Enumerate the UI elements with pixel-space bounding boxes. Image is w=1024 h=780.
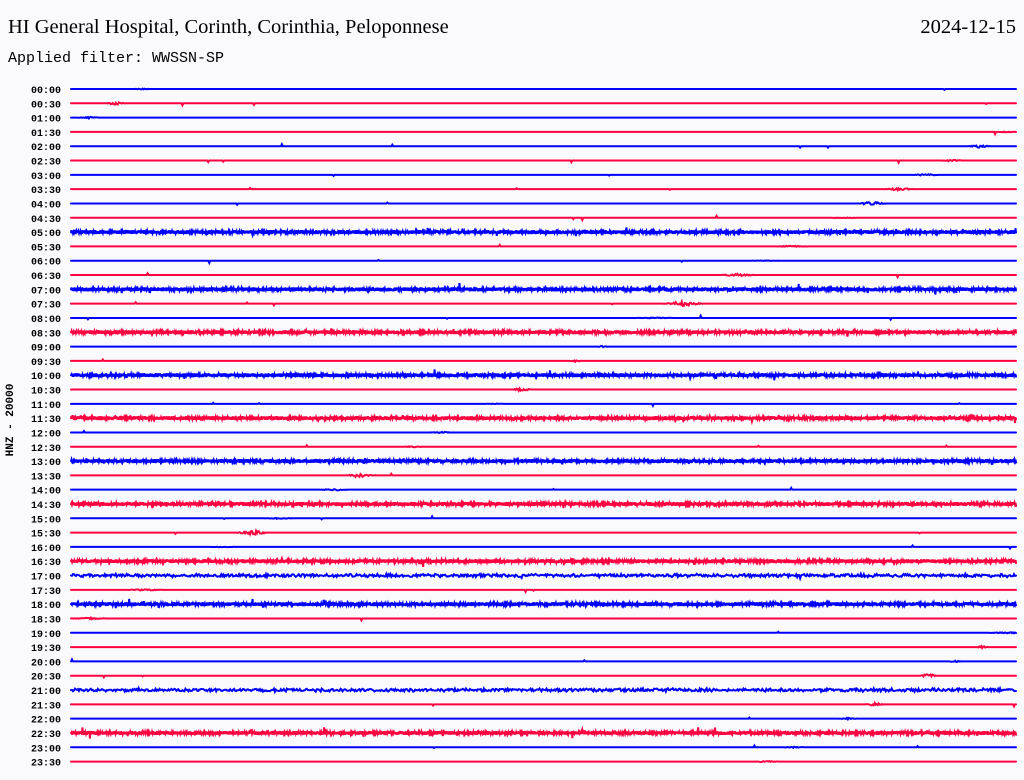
svg-text:00:00: 00:00	[31, 86, 61, 97]
svg-text:23:30: 23:30	[31, 759, 61, 770]
svg-text:20:00: 20:00	[31, 658, 61, 669]
svg-text:07:00: 07:00	[31, 286, 61, 297]
svg-text:08:30: 08:30	[31, 329, 61, 340]
svg-text:20:30: 20:30	[31, 673, 61, 684]
svg-text:19:30: 19:30	[31, 644, 61, 655]
svg-text:19:00: 19:00	[31, 630, 61, 641]
svg-text:14:30: 14:30	[31, 501, 61, 512]
svg-text:01:00: 01:00	[31, 115, 61, 126]
svg-text:16:00: 16:00	[31, 544, 61, 555]
svg-text:15:30: 15:30	[31, 530, 61, 541]
svg-text:10:00: 10:00	[31, 372, 61, 383]
svg-text:22:30: 22:30	[31, 730, 61, 741]
svg-text:00:30: 00:30	[31, 100, 61, 111]
svg-text:10:30: 10:30	[31, 387, 61, 398]
svg-text:03:30: 03:30	[31, 186, 61, 197]
svg-text:09:00: 09:00	[31, 344, 61, 355]
svg-text:04:00: 04:00	[31, 200, 61, 211]
svg-text:14:00: 14:00	[31, 487, 61, 498]
svg-text:09:30: 09:30	[31, 358, 61, 369]
svg-text:18:30: 18:30	[31, 615, 61, 626]
svg-text:04:30: 04:30	[31, 215, 61, 226]
svg-text:08:00: 08:00	[31, 315, 61, 326]
svg-text:07:30: 07:30	[31, 301, 61, 312]
svg-text:22:00: 22:00	[31, 716, 61, 727]
svg-text:17:00: 17:00	[31, 573, 61, 584]
svg-text:17:30: 17:30	[31, 587, 61, 598]
svg-text:06:30: 06:30	[31, 272, 61, 283]
svg-text:16:30: 16:30	[31, 558, 61, 569]
svg-text:05:00: 05:00	[31, 229, 61, 240]
svg-text:13:30: 13:30	[31, 472, 61, 483]
svg-text:15:00: 15:00	[31, 515, 61, 526]
svg-text:21:00: 21:00	[31, 687, 61, 698]
svg-text:05:30: 05:30	[31, 243, 61, 254]
svg-text:11:30: 11:30	[31, 415, 61, 426]
svg-text:21:30: 21:30	[31, 701, 61, 712]
svg-text:02:30: 02:30	[31, 158, 61, 169]
svg-text:11:00: 11:00	[31, 401, 61, 412]
svg-text:23:00: 23:00	[31, 744, 61, 755]
svg-text:02:00: 02:00	[31, 143, 61, 154]
svg-text:13:00: 13:00	[31, 458, 61, 469]
svg-text:06:00: 06:00	[31, 258, 61, 269]
svg-text:18:00: 18:00	[31, 601, 61, 612]
svg-text:12:00: 12:00	[31, 429, 61, 440]
svg-text:03:00: 03:00	[31, 172, 61, 183]
svg-text:01:30: 01:30	[31, 129, 61, 140]
svg-text:12:30: 12:30	[31, 444, 61, 455]
